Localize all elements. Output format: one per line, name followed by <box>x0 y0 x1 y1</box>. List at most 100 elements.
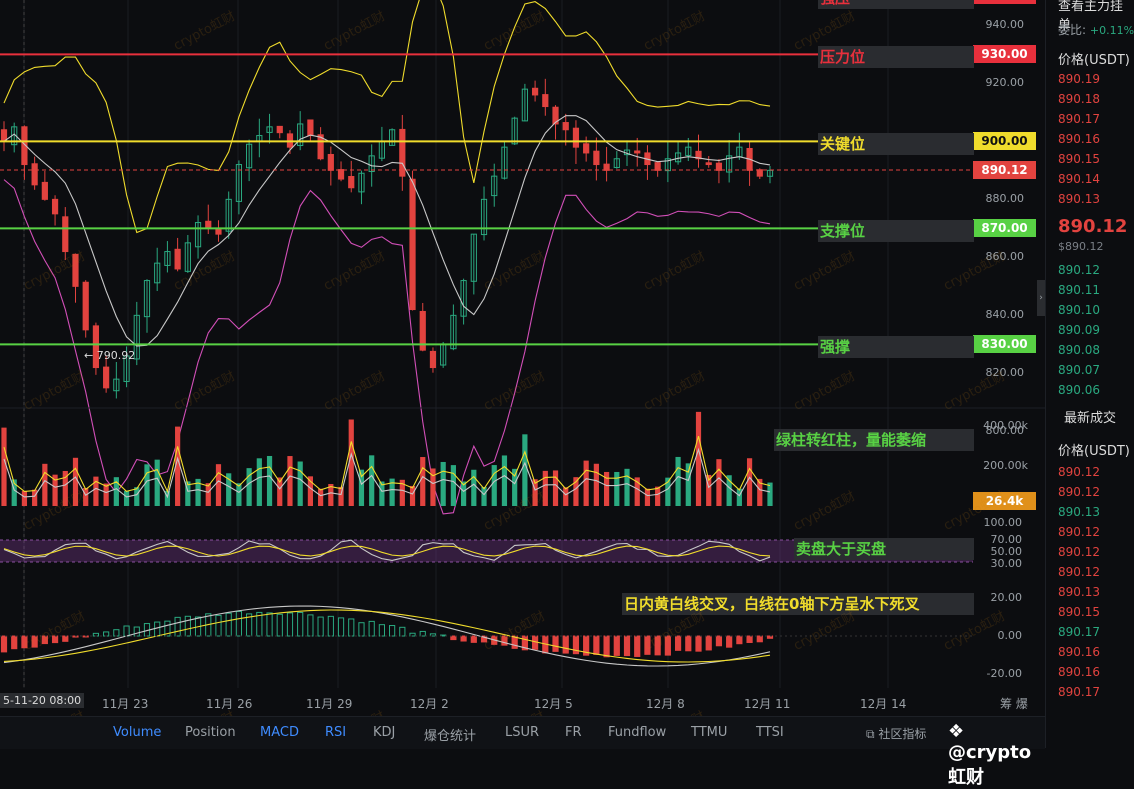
chart-canvas[interactable] <box>0 0 1045 716</box>
level-price-tag: 830.00 <box>973 335 1036 354</box>
ask-row[interactable]: 890.18 <box>1058 92 1100 106</box>
macd-histogram-bar <box>460 635 467 642</box>
macd-histogram-bar <box>327 615 334 637</box>
ask-row[interactable]: 890.15 <box>1058 152 1100 166</box>
ask-row[interactable]: 890.13 <box>1058 192 1100 206</box>
bid-row[interactable]: 890.12 <box>1058 263 1100 277</box>
level-label: 强压 <box>818 0 974 9</box>
candle-body <box>174 248 181 270</box>
current-price-tag: 890.12 <box>973 161 1036 179</box>
price-axis-label: 940.00 <box>985 18 1025 32</box>
level-label: 支撑位 <box>818 220 974 243</box>
tab-lsur[interactable]: LSUR <box>505 725 540 740</box>
bid-row[interactable]: 890.08 <box>1058 343 1100 357</box>
volume-bar <box>461 481 467 506</box>
candle-body <box>348 175 355 189</box>
tab-rsi[interactable]: RSI <box>325 725 347 740</box>
x-axis-start: 5-11-20 08:00 <box>0 693 85 708</box>
bollinger-mid-line <box>3 115 771 347</box>
ask-row[interactable]: 890.16 <box>1058 132 1100 146</box>
volume-bar <box>583 460 589 506</box>
trade-row: 890.12 <box>1058 465 1100 479</box>
bid-row[interactable]: 890.09 <box>1058 323 1100 337</box>
volume-bar <box>358 469 365 506</box>
candle-body <box>685 146 692 157</box>
tab-macd[interactable]: MACD <box>260 725 299 740</box>
brand-label: @crypto虹财 <box>948 742 1032 788</box>
panel-collapse-handle[interactable]: › <box>1037 280 1045 316</box>
trade-row: 890.12 <box>1058 545 1100 559</box>
bid-row[interactable]: 890.06 <box>1058 383 1100 397</box>
volume-bar <box>42 463 48 506</box>
tab-position[interactable]: Position <box>185 725 236 740</box>
candle-body <box>123 355 130 382</box>
candle-body <box>521 88 528 122</box>
macd-histogram-bar <box>184 615 191 637</box>
macd-histogram-bar <box>368 620 375 637</box>
volume-bar <box>72 457 79 506</box>
volume-bar <box>665 477 671 506</box>
macd-axis-neg20: -20.00 <box>986 667 1022 680</box>
volume-bar <box>195 478 201 506</box>
bid-row[interactable]: 890.11 <box>1058 283 1100 297</box>
volume-bar <box>287 456 293 506</box>
level-price-tag: 870.00 <box>973 219 1036 238</box>
tab-ttmu[interactable]: TTMU <box>691 725 728 740</box>
volume-bar <box>685 463 691 506</box>
tab-fundflow[interactable]: Fundflow <box>608 725 667 740</box>
macd-histogram-bar <box>276 613 283 637</box>
macd-histogram-bar <box>480 635 488 643</box>
x-axis-tick: 11月 29 <box>306 697 353 711</box>
macd-histogram-bar <box>337 617 345 637</box>
trades-title[interactable]: 最新成交 <box>1064 411 1117 426</box>
x-axis-right-label: 筹 爆 <box>1000 697 1028 711</box>
candle-body <box>715 162 723 171</box>
candle-body <box>154 262 161 284</box>
ask-row[interactable]: 890.19 <box>1058 72 1100 86</box>
bid-row[interactable]: 890.10 <box>1058 303 1100 317</box>
low-marker: ← 790.92 <box>84 349 136 362</box>
macd-histogram-bar <box>41 635 48 645</box>
volume-bar <box>644 488 651 506</box>
tab-fr[interactable]: FR <box>565 725 582 740</box>
candle-body <box>194 222 202 248</box>
tab-volume[interactable]: Volume <box>113 725 162 740</box>
trade-row: 890.13 <box>1058 505 1100 519</box>
macd-histogram-bar <box>501 635 508 646</box>
tab-爆仓统计[interactable]: 爆仓统计 <box>424 729 477 744</box>
community-indicator-button[interactable]: ⧉ 社区指标 <box>866 727 927 741</box>
volume-bar <box>563 487 569 506</box>
ratio-value: +0.11% <box>1089 24 1134 37</box>
candle-body <box>572 127 580 148</box>
macd-histogram-bar <box>562 635 569 654</box>
volume-bar <box>603 471 610 506</box>
candle-body <box>491 175 498 197</box>
volume-bar <box>716 459 722 506</box>
macd-histogram-bar <box>695 635 702 652</box>
annotation-volume: 绿柱转红柱，量能萎缩 <box>774 429 974 451</box>
candle-body <box>480 198 488 236</box>
macd-histogram-bar <box>654 635 661 656</box>
bid-row[interactable]: 890.07 <box>1058 363 1100 377</box>
volume-bar <box>757 478 763 506</box>
candle-body <box>62 216 69 253</box>
orderbook-panel: 查看主力挂单 委比: +0.11% 价格(USDT) 890.19 890.18 8… <box>1045 0 1134 748</box>
candle-body <box>21 126 28 166</box>
tab-kdj[interactable]: KDJ <box>373 725 396 740</box>
candle-body <box>654 162 661 171</box>
ask-row[interactable]: 890.17 <box>1058 112 1100 126</box>
candle-body <box>307 119 314 137</box>
rsi-axis-100: 100.00 <box>983 516 1023 529</box>
macd-histogram-bar <box>593 635 600 655</box>
orderbook-header[interactable]: 查看主力挂单 <box>1058 0 1124 33</box>
candle-body <box>705 162 712 166</box>
volume-axis-400k: 400.00k <box>983 419 1028 432</box>
macd-histogram-bar <box>603 635 610 658</box>
macd-histogram-bar <box>11 635 18 650</box>
macd-histogram-bar <box>511 635 518 649</box>
ask-row[interactable]: 890.14 <box>1058 172 1100 186</box>
volume-bar <box>746 458 753 506</box>
price-axis-label: 880.00 <box>985 192 1025 206</box>
macd-histogram-bar <box>634 635 641 657</box>
tab-ttsi[interactable]: TTSI <box>756 725 784 740</box>
